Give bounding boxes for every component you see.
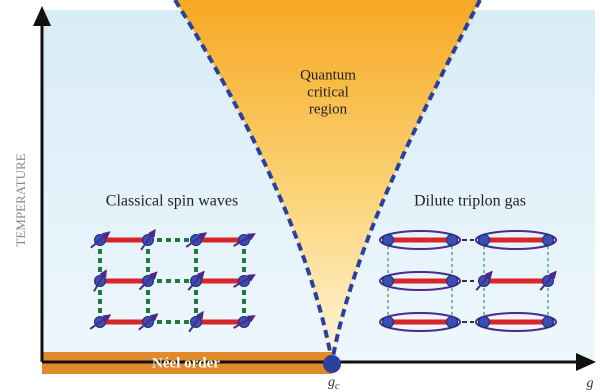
region-label: Dilute triplon gas — [414, 193, 526, 210]
spin — [479, 235, 490, 246]
critical-base: g — [328, 375, 335, 390]
spin — [383, 235, 394, 246]
spin — [479, 317, 490, 328]
y-axis-label: TEMPERATURE — [13, 153, 28, 246]
spin — [447, 276, 458, 287]
x-axis-label: g — [587, 376, 594, 391]
spin — [447, 235, 458, 246]
spin — [447, 317, 458, 328]
region-label: critical — [307, 84, 349, 100]
page: TEMPERATURE g gc Quantum critical region… — [0, 0, 600, 392]
spin — [383, 276, 394, 287]
region-label: region — [309, 101, 348, 117]
region-label: Néel order — [152, 355, 220, 371]
region-label: Classical spin waves — [106, 193, 238, 210]
spin — [543, 317, 554, 328]
phase-diagram: TEMPERATURE g gc Quantum critical region… — [0, 0, 600, 392]
spin — [543, 235, 554, 246]
spin — [383, 317, 394, 328]
region-label: Quantum — [300, 67, 356, 83]
critical-subscript: c — [335, 381, 340, 392]
critical-point — [323, 355, 341, 373]
critical-label: gc — [328, 375, 340, 392]
